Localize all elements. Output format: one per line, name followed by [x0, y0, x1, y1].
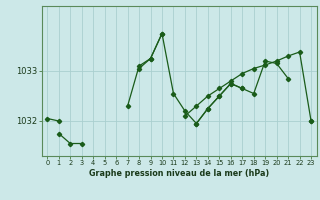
X-axis label: Graphe pression niveau de la mer (hPa): Graphe pression niveau de la mer (hPa) — [89, 169, 269, 178]
